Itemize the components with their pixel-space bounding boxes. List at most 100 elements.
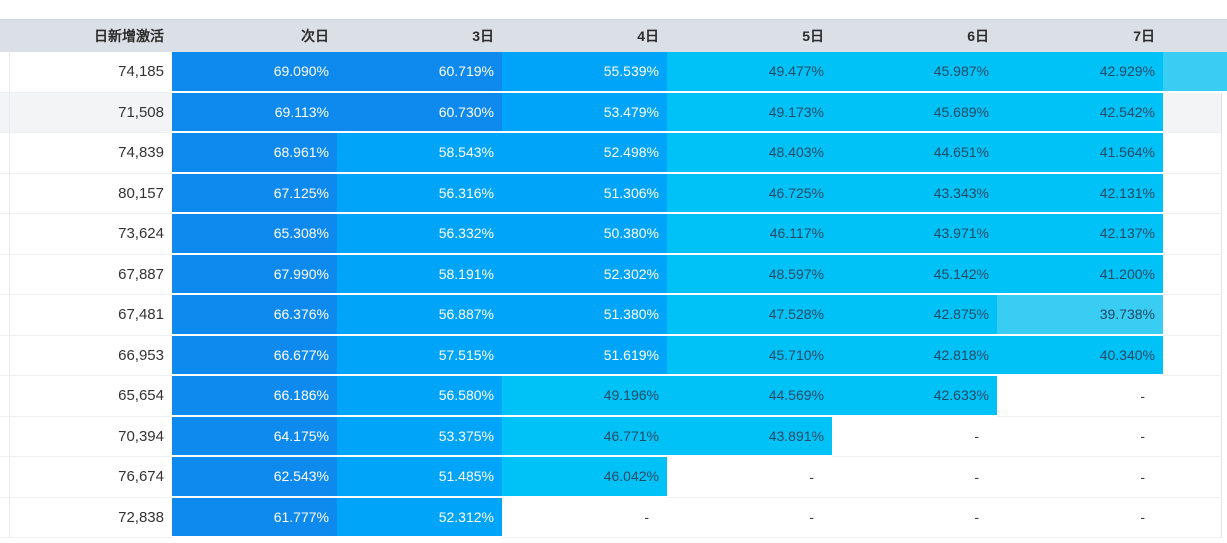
activation-count-cell: 80,157 <box>10 173 172 214</box>
retention-value-cell: 58.191% <box>337 254 502 295</box>
activation-count-cell: 65,654 <box>10 376 172 417</box>
right-edge-cell <box>1222 214 1227 255</box>
activation-count-cell: 76,674 <box>10 457 172 498</box>
row-gutter-cell <box>0 92 10 133</box>
table-row[interactable]: 76,674 62.543% 51.485% 46.042% - - - <box>0 457 1227 498</box>
retention-value-cell: 56.580% <box>337 376 502 417</box>
retention-value-cell: 47.528% <box>667 295 832 336</box>
row-gutter-cell <box>0 416 10 457</box>
empty-value-cell: - <box>667 497 832 538</box>
table-row[interactable]: 67,481 66.376% 56.887% 51.380% 47.528% 42.875… <box>0 295 1227 336</box>
retention-value-cell: 49.196% <box>502 376 667 417</box>
activation-count-cell: 70,394 <box>10 416 172 457</box>
table-body: 74,185 69.090% 60.719% 55.539% 49.477% 45.987… <box>0 52 1227 538</box>
row-gutter-cell <box>0 214 10 255</box>
row-gutter-cell <box>0 497 10 538</box>
retention-value-cell: 48.597% <box>667 254 832 295</box>
retention-value-cell: 51.306% <box>502 173 667 214</box>
column-header-activations: 日新增激活 <box>94 28 164 44</box>
table-row[interactable]: 72,838 61.777% 52.312% - - - - <box>0 497 1227 538</box>
retention-value-cell: 60.730% <box>337 92 502 133</box>
overflow-column-cell <box>1163 416 1222 457</box>
retention-value-cell: 49.173% <box>667 92 832 133</box>
retention-value-cell: 57.515% <box>337 335 502 376</box>
retention-value-cell: 42.131% <box>997 173 1163 214</box>
row-gutter-cell <box>0 133 10 174</box>
activation-count-cell: 72,838 <box>10 497 172 538</box>
retention-value-cell: 45.987% <box>832 52 997 93</box>
right-edge-cell <box>1222 254 1227 295</box>
retention-value-cell: 44.651% <box>832 133 997 174</box>
empty-value-cell: - <box>667 457 832 498</box>
overflow-column-cell <box>1163 173 1222 214</box>
right-edge-cell <box>1222 335 1227 376</box>
table-row[interactable]: 73,624 65.308% 56.332% 50.380% 46.117% 43.971… <box>0 214 1227 255</box>
retention-value-cell: 67.125% <box>172 173 337 214</box>
activation-count-cell: 74,185 <box>10 52 172 93</box>
column-header-day-1: 次日 <box>301 28 329 44</box>
retention-value-cell: 58.543% <box>337 133 502 174</box>
table-row[interactable]: 65,654 66.186% 56.580% 49.196% 44.569% 42.633… <box>0 376 1227 417</box>
overflow-column-cell <box>1163 214 1222 255</box>
column-header-day-3: 4日 <box>637 28 659 44</box>
retention-value-cell: 45.689% <box>832 92 997 133</box>
retention-value-cell: 44.569% <box>667 376 832 417</box>
retention-value-cell: 61.777% <box>172 497 337 538</box>
empty-value-cell: - <box>832 497 997 538</box>
retention-value-cell: 41.564% <box>997 133 1163 174</box>
activation-count-cell: 73,624 <box>10 214 172 255</box>
retention-value-cell: 42.633% <box>832 376 997 417</box>
retention-value-cell: 46.725% <box>667 173 832 214</box>
table-row[interactable]: 74,185 69.090% 60.719% 55.539% 49.477% 45.987… <box>0 52 1227 93</box>
retention-value-cell: 64.175% <box>172 416 337 457</box>
table-row[interactable]: 66,953 66.677% 57.515% 51.619% 45.710% 42.818… <box>0 335 1227 376</box>
empty-value-cell: - <box>832 416 997 457</box>
retention-value-cell: 46.117% <box>667 214 832 255</box>
overflow-column-cell <box>1163 92 1222 133</box>
right-edge-cell <box>1222 133 1227 174</box>
retention-value-cell: 51.380% <box>502 295 667 336</box>
row-gutter-cell <box>0 335 10 376</box>
retention-value-cell: 42.875% <box>832 295 997 336</box>
column-header-day-2: 3日 <box>472 28 494 44</box>
retention-value-cell: 39.738% <box>997 295 1163 336</box>
retention-value-cell: 46.042% <box>502 457 667 498</box>
retention-value-cell: 56.887% <box>337 295 502 336</box>
retention-value-cell: 52.498% <box>502 133 667 174</box>
table-row[interactable]: 80,157 67.125% 56.316% 51.306% 46.725% 43.343… <box>0 173 1227 214</box>
column-header-day-6: 7日 <box>1133 28 1155 44</box>
top-whitespace <box>0 0 1227 19</box>
retention-value-cell: 67.990% <box>172 254 337 295</box>
retention-value-cell: 49.477% <box>667 52 832 93</box>
row-gutter-cell <box>0 254 10 295</box>
table-header-row: 日新增激活 次日 3日 4日 5日 6日 7日 <box>0 19 1227 52</box>
retention-value-cell: 66.376% <box>172 295 337 336</box>
retention-value-cell: 68.961% <box>172 133 337 174</box>
retention-value-cell: 53.375% <box>337 416 502 457</box>
empty-value-cell: - <box>502 497 667 538</box>
retention-value-cell: 41.200% <box>997 254 1163 295</box>
right-edge-cell <box>1222 457 1227 498</box>
right-edge-cell <box>1222 416 1227 457</box>
right-edge-cell <box>1222 173 1227 214</box>
table-row[interactable]: 71,508 69.113% 60.730% 53.479% 49.173% 45.689… <box>0 92 1227 133</box>
right-edge-cell <box>1222 497 1227 538</box>
table-row[interactable]: 74,839 68.961% 58.543% 52.498% 48.403% 44.651… <box>0 133 1227 174</box>
row-gutter-cell <box>0 457 10 498</box>
overflow-column-cell <box>1163 335 1222 376</box>
retention-value-cell: 48.403% <box>667 133 832 174</box>
retention-value-cell: 56.332% <box>337 214 502 255</box>
retention-value-cell: 62.543% <box>172 457 337 498</box>
retention-value-cell: 65.308% <box>172 214 337 255</box>
row-gutter-cell <box>0 295 10 336</box>
retention-value-cell: 42.542% <box>997 92 1163 133</box>
retention-value-cell: 66.186% <box>172 376 337 417</box>
table-row[interactable]: 67,887 67.990% 58.191% 52.302% 48.597% 45.142… <box>0 254 1227 295</box>
empty-value-cell: - <box>997 376 1163 417</box>
retention-value-cell: 66.677% <box>172 335 337 376</box>
right-edge-cell <box>1222 295 1227 336</box>
retention-value-cell: 46.771% <box>502 416 667 457</box>
retention-value-cell: 43.343% <box>832 173 997 214</box>
table-row[interactable]: 70,394 64.175% 53.375% 46.771% 43.891% - - <box>0 416 1227 457</box>
